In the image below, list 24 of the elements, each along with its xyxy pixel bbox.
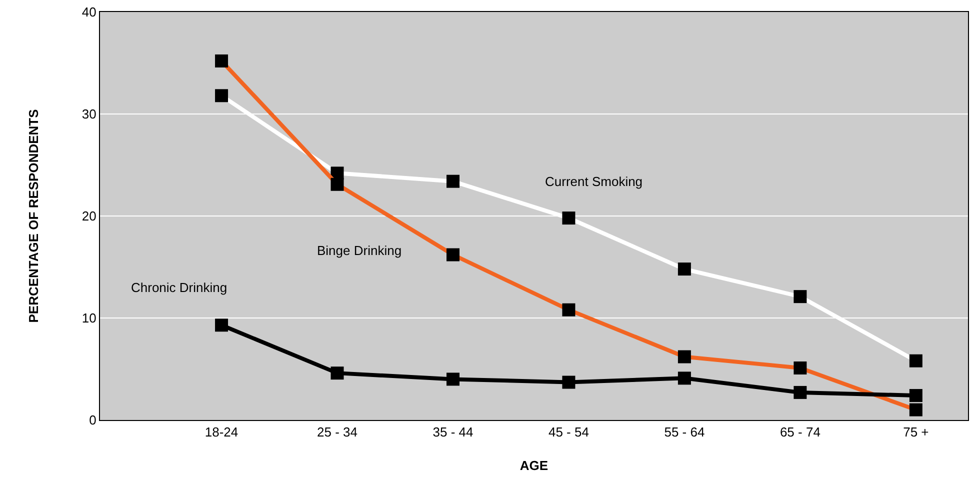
x-tick-label: 55 - 64	[664, 424, 705, 440]
y-axis-title: PERCENTAGE OF RESPONDENTS	[26, 108, 41, 323]
point	[678, 372, 691, 385]
x-tick-label: 25 - 34	[317, 424, 358, 440]
point	[909, 389, 922, 402]
series-label: Current Smoking	[545, 174, 643, 189]
point	[562, 376, 576, 389]
point	[215, 318, 228, 332]
y-tick-label: 40	[82, 4, 96, 20]
y-tick-label: 20	[82, 208, 96, 224]
x-tick-label: 18-24	[204, 424, 238, 440]
x-tick-label: 65 - 74	[780, 424, 820, 440]
series-label: Binge Drinking	[317, 243, 402, 258]
point	[794, 386, 807, 399]
y-tick-label: 10	[82, 310, 96, 326]
x-axis-title: AGE	[520, 458, 548, 474]
x-tick-label: 35 - 44	[432, 424, 474, 440]
y-tick-label: 0	[89, 412, 96, 428]
point	[446, 372, 460, 386]
series-label: Chronic Drinking	[131, 280, 228, 295]
y-tick-label: 30	[82, 106, 96, 122]
x-tick-label: 75 +	[903, 424, 929, 440]
x-tick-label: 45 - 54	[548, 424, 589, 440]
point	[330, 366, 344, 380]
